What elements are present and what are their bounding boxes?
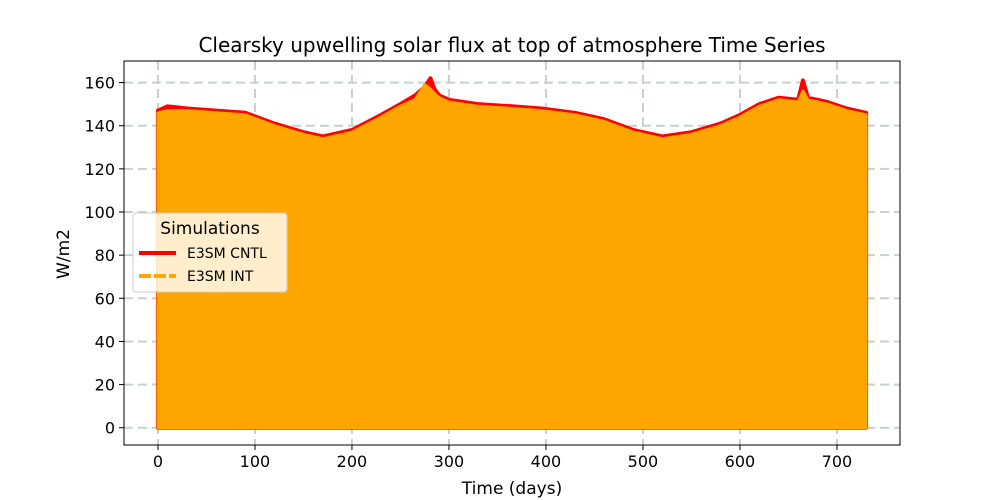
y-tick-label: 0 (105, 419, 115, 438)
y-axis-label: W/m2 (54, 229, 74, 279)
y-tick-label: 100 (84, 203, 115, 222)
x-tick-label: 200 (337, 452, 368, 471)
chart-title: Clearsky upwelling solar flux at top of … (198, 33, 825, 57)
x-tick-label: 0 (153, 452, 163, 471)
x-tick-label: 600 (725, 452, 756, 471)
legend-title: Simulations (160, 219, 260, 239)
legend-label-e3sm-cntl: E3SM CNTL (187, 246, 267, 262)
y-tick-label: 160 (84, 74, 115, 93)
y-tick-label: 140 (84, 117, 115, 136)
y-tick-label: 20 (95, 376, 115, 395)
x-tick-label: 700 (822, 452, 853, 471)
y-tick-label: 40 (95, 332, 115, 351)
y-tick-label: 60 (95, 289, 115, 308)
x-axis-label: Time (days) (461, 479, 562, 499)
y-tick-label: 120 (84, 160, 115, 179)
x-tick-label: 400 (531, 452, 562, 471)
y-tick-label: 80 (95, 246, 115, 265)
x-tick-label: 500 (628, 452, 659, 471)
x-tick-label: 300 (434, 452, 465, 471)
legend-label-e3sm-int: E3SM INT (187, 269, 254, 285)
legend: Simulations E3SM CNTL E3SM INT (133, 213, 287, 292)
x-tick-label: 100 (240, 452, 271, 471)
